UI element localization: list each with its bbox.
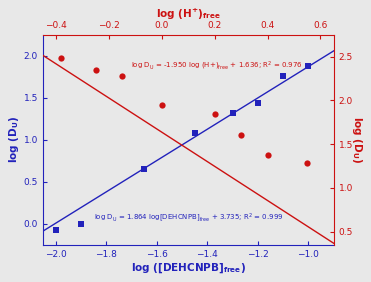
Text: log D$_\mathregular{U}$ = 1.864 log[DEHCNPB]$_\mathregular{free}$ + 3.735; R$^\m: log D$_\mathregular{U}$ = 1.864 log[DEHC… [93, 211, 283, 224]
Y-axis label: log (D$_\mathregular{U}$): log (D$_\mathregular{U}$) [7, 116, 21, 163]
X-axis label: log (H$^\mathregular{+}$)$_\mathregular{free}$: log (H$^\mathregular{+}$)$_\mathregular{… [156, 7, 221, 22]
X-axis label: log ([DEHCNPB]$_\mathregular{free}$): log ([DEHCNPB]$_\mathregular{free}$) [131, 261, 246, 275]
Text: log D$_\mathregular{U}$ = -1.950 log (H+)$_\mathregular{free}$ + 1.636; R$^\math: log D$_\mathregular{U}$ = -1.950 log (H+… [131, 60, 303, 72]
Y-axis label: log (D$_\mathregular{U}$): log (D$_\mathregular{U}$) [350, 116, 364, 163]
